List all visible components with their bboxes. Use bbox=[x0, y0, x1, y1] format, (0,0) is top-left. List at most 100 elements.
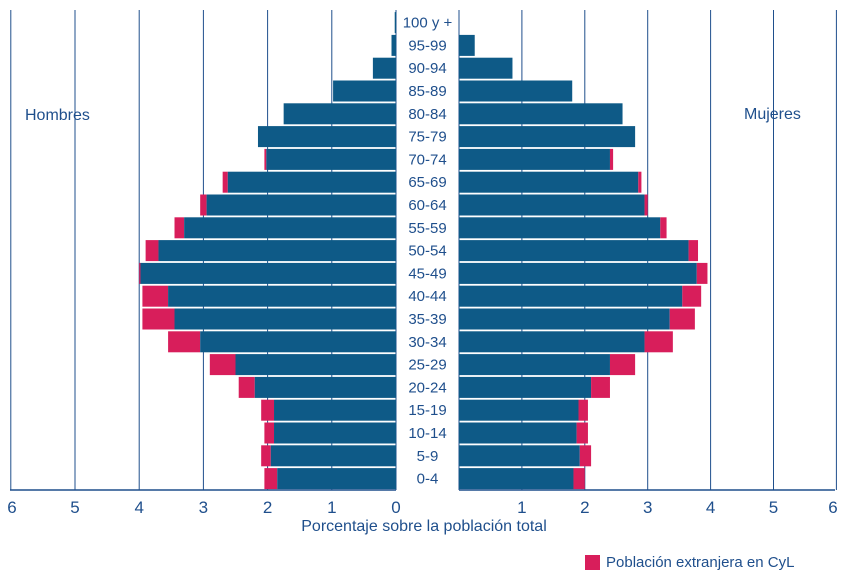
age-label-30-34: 30-34 bbox=[408, 334, 446, 351]
x-tick-3: 3 bbox=[199, 498, 208, 517]
bar-mujeres-55-59 bbox=[459, 217, 661, 239]
age-label-35-39: 35-39 bbox=[408, 311, 446, 328]
bar-mujeres-extranjera-60-64 bbox=[644, 194, 648, 216]
bar-hombres-60-64 bbox=[206, 194, 396, 216]
age-label-45-49: 45-49 bbox=[408, 265, 446, 282]
bar-hombres-extranjera-65-69 bbox=[222, 171, 228, 193]
bar-mujeres-extranjera-40-44 bbox=[682, 285, 702, 307]
bar-hombres-extranjera-20-24 bbox=[238, 376, 255, 398]
age-label-60-64: 60-64 bbox=[408, 197, 446, 214]
bar-hombres-extranjera-35-39 bbox=[142, 308, 175, 330]
bar-hombres-75-79 bbox=[257, 126, 396, 148]
bar-mujeres-extranjera-35-39 bbox=[669, 308, 695, 330]
bar-mujeres-extranjera-0-4 bbox=[573, 468, 585, 490]
bar-hombres-extranjera-10-14 bbox=[264, 422, 275, 444]
x-tick-8: 2 bbox=[580, 498, 589, 517]
x-tick-11: 5 bbox=[769, 498, 778, 517]
age-label-15-19: 15-19 bbox=[408, 402, 446, 419]
bar-hombres-extranjera-25-29 bbox=[209, 354, 236, 376]
bar-hombres-100 y + bbox=[394, 12, 396, 34]
bar-hombres-0-4 bbox=[277, 468, 396, 490]
bar-mujeres-95-99 bbox=[459, 34, 475, 56]
age-label-25-29: 25-29 bbox=[408, 357, 446, 374]
x-axis-title: Porcentaje sobre la población total bbox=[301, 518, 547, 535]
age-label-40-44: 40-44 bbox=[408, 288, 446, 305]
x-tick-4: 2 bbox=[263, 498, 272, 517]
bar-hombres-45-49 bbox=[140, 262, 396, 284]
bar-hombres-extranjera-30-34 bbox=[168, 331, 201, 353]
x-tick-10: 4 bbox=[706, 498, 715, 517]
bar-mujeres-extranjera-30-34 bbox=[644, 331, 673, 353]
age-label-80-84: 80-84 bbox=[408, 106, 446, 123]
bar-hombres-extranjera-45-49 bbox=[139, 262, 141, 284]
bar-mujeres-extranjera-10-14 bbox=[576, 422, 588, 444]
bar-hombres-20-24 bbox=[254, 376, 396, 398]
bar-mujeres-extranjera-45-49 bbox=[696, 262, 708, 284]
age-label-10-14: 10-14 bbox=[408, 425, 446, 442]
age-labels: 0-4 5-9 10-14 15-19 20-24 25-29 30-34 35-39 40-4… bbox=[403, 15, 453, 488]
bar-mujeres-25-29 bbox=[459, 354, 610, 376]
legend-swatch-foreign bbox=[585, 555, 600, 570]
bar-mujeres-35-39 bbox=[459, 308, 670, 330]
bar-mujeres-50-54 bbox=[459, 240, 689, 262]
bar-mujeres-extranjera-65-69 bbox=[638, 171, 642, 193]
bar-hombres-10-14 bbox=[274, 422, 396, 444]
x-tick-0: 6 bbox=[7, 498, 16, 517]
age-label-95-99: 95-99 bbox=[408, 37, 446, 54]
x-tick-9: 3 bbox=[643, 498, 652, 517]
bar-hombres-extranjera-70-74 bbox=[264, 148, 267, 170]
bar-mujeres-extranjera-15-19 bbox=[578, 399, 588, 421]
bar-hombres-85-89 bbox=[333, 80, 396, 102]
bar-hombres-90-94 bbox=[372, 57, 396, 79]
bar-mujeres-extranjera-55-59 bbox=[660, 217, 667, 239]
age-label-85-89: 85-89 bbox=[408, 83, 446, 100]
bar-hombres-extranjera-40-44 bbox=[142, 285, 169, 307]
x-tick-5: 1 bbox=[327, 498, 336, 517]
x-tick-7: 1 bbox=[517, 498, 526, 517]
age-label-0-4: 0-4 bbox=[417, 471, 439, 488]
bar-hombres-80-84 bbox=[283, 103, 396, 125]
bar-mujeres-70-74 bbox=[459, 148, 610, 170]
bar-hombres-extranjera-55-59 bbox=[174, 217, 185, 239]
bar-hombres-25-29 bbox=[235, 354, 396, 376]
bar-hombres-extranjera-60-64 bbox=[200, 194, 207, 216]
bar-hombres-50-54 bbox=[158, 240, 396, 262]
bar-mujeres-85-89 bbox=[459, 80, 573, 102]
bar-mujeres-0-4 bbox=[459, 468, 574, 490]
bar-mujeres-65-69 bbox=[459, 171, 639, 193]
bar-mujeres-60-64 bbox=[459, 194, 645, 216]
age-label-20-24: 20-24 bbox=[408, 379, 446, 396]
bars-hombres bbox=[139, 12, 396, 490]
bar-hombres-30-34 bbox=[200, 331, 396, 353]
age-label-65-69: 65-69 bbox=[408, 174, 446, 191]
bar-mujeres-extranjera-70-74 bbox=[609, 148, 614, 170]
bar-hombres-65-69 bbox=[227, 171, 396, 193]
bar-hombres-5-9 bbox=[270, 445, 396, 467]
bar-mujeres-10-14 bbox=[459, 422, 577, 444]
bar-mujeres-45-49 bbox=[459, 262, 697, 284]
x-tick-12: 6 bbox=[828, 498, 837, 517]
bar-mujeres-40-44 bbox=[459, 285, 683, 307]
bar-hombres-extranjera-0-4 bbox=[264, 468, 278, 490]
bar-hombres-55-59 bbox=[184, 217, 396, 239]
bar-mujeres-extranjera-5-9 bbox=[579, 445, 592, 467]
age-label-5-9: 5-9 bbox=[417, 448, 439, 465]
x-tick-1: 5 bbox=[70, 498, 79, 517]
age-label-70-74: 70-74 bbox=[408, 151, 446, 168]
age-label-55-59: 55-59 bbox=[408, 220, 446, 237]
bar-hombres-15-19 bbox=[274, 399, 396, 421]
bar-mujeres-30-34 bbox=[459, 331, 645, 353]
left-side-label: Hombres bbox=[25, 107, 90, 124]
age-label-90-94: 90-94 bbox=[408, 60, 446, 77]
bar-mujeres-5-9 bbox=[459, 445, 580, 467]
age-label-50-54: 50-54 bbox=[408, 243, 446, 260]
bars-mujeres bbox=[459, 34, 708, 490]
bar-mujeres-15-19 bbox=[459, 399, 579, 421]
legend: Población extranjera en CyL bbox=[585, 554, 794, 571]
bar-hombres-extranjera-5-9 bbox=[261, 445, 271, 467]
bar-mujeres-extranjera-20-24 bbox=[591, 376, 610, 398]
right-side-label: Mujeres bbox=[744, 106, 801, 123]
bar-hombres-95-99 bbox=[391, 34, 396, 56]
bar-hombres-40-44 bbox=[168, 285, 396, 307]
